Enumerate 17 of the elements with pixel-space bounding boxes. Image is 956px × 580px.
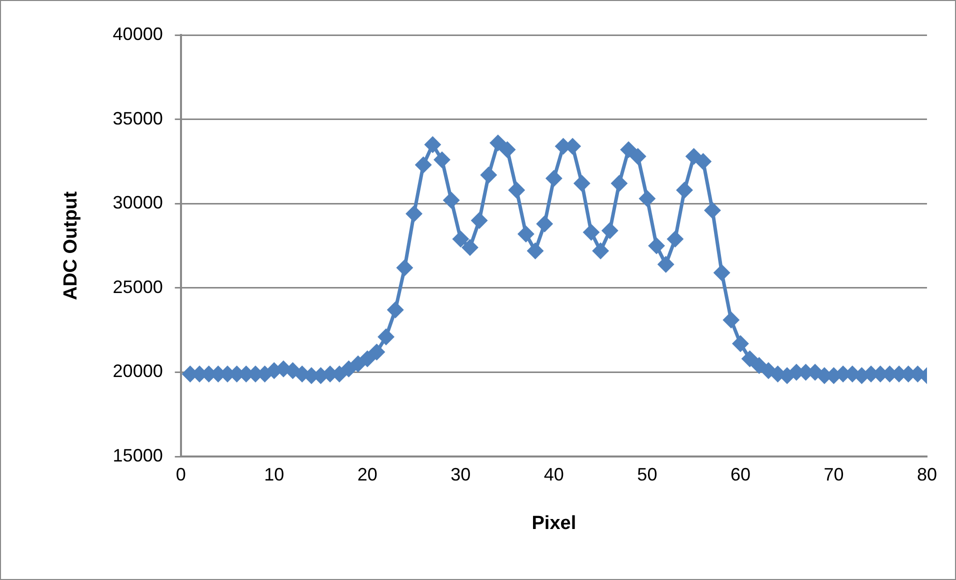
x-tick-label: 20 — [357, 464, 378, 484]
x-tick-label: 10 — [264, 464, 284, 484]
x-tick-label: 70 — [824, 464, 844, 484]
y-tick-label: 35000 — [112, 108, 163, 128]
x-tick-label: 50 — [637, 464, 658, 484]
x-tick-label: 30 — [450, 464, 471, 484]
y-tick-label: 30000 — [112, 192, 163, 213]
y-tick-label: 20000 — [112, 361, 163, 382]
y-tick-label: 40000 — [112, 24, 163, 44]
x-tick-label: 0 — [176, 464, 186, 484]
y-tick-label: 25000 — [112, 276, 163, 297]
y-axis-title: ADC Output — [60, 190, 82, 300]
y-tick-label: 15000 — [112, 446, 163, 466]
x-axis-title: Pixel — [532, 512, 576, 534]
x-tick-label: 40 — [544, 464, 564, 484]
x-tick-label: 80 — [916, 464, 938, 484]
x-tick-label: 60 — [730, 464, 750, 484]
